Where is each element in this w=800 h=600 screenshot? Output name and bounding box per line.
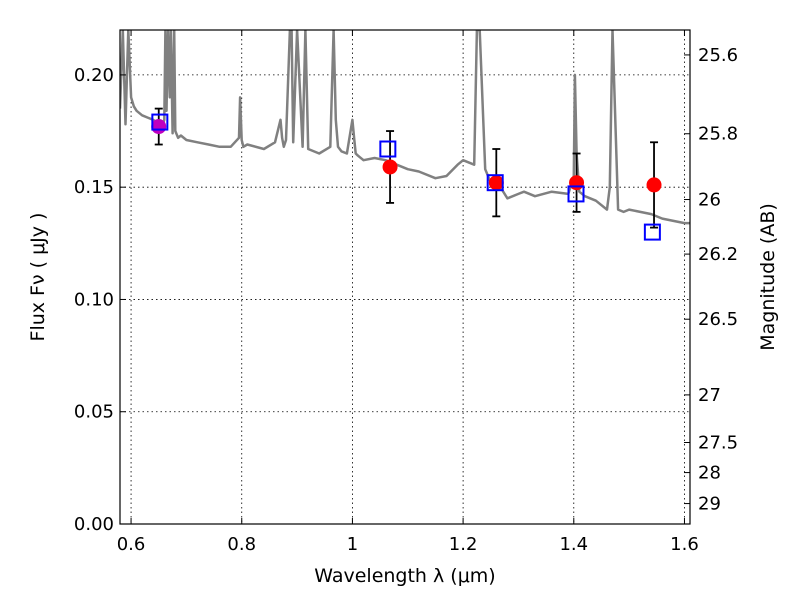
spectrum-line bbox=[120, 30, 690, 225]
x-axis-label: Wavelength λ (μm) bbox=[314, 565, 495, 587]
y2-tick-label: 27 bbox=[698, 385, 721, 406]
y-axis: 0.00 0.05 0.10 0.15 0.20 bbox=[74, 65, 126, 535]
spectrum-layer bbox=[120, 30, 690, 225]
y2-tick-label: 25.8 bbox=[698, 124, 738, 145]
x-tick-label: 1 bbox=[347, 534, 358, 555]
y-axis-label: Flux Fν ( μJy ) bbox=[27, 213, 49, 342]
y2-axis: 25.6 25.8 26 26.2 26.5 27 27.5 28 29 bbox=[684, 45, 738, 515]
y2-tick-label: 28 bbox=[698, 463, 721, 484]
y-tick-label: 0.05 bbox=[74, 402, 114, 423]
x-tick-label: 0.6 bbox=[117, 534, 146, 555]
y2-tick-label: 26.2 bbox=[698, 244, 738, 265]
x-tick-label: 0.8 bbox=[227, 534, 256, 555]
y2-tick-label: 27.5 bbox=[698, 432, 738, 453]
model-square bbox=[643, 223, 661, 241]
model-square bbox=[567, 185, 585, 203]
y-tick-label: 0.10 bbox=[74, 289, 114, 310]
observed-point bbox=[151, 119, 167, 135]
y-tick-label: 0.15 bbox=[74, 177, 114, 198]
observed-point bbox=[488, 175, 504, 191]
observed-point bbox=[382, 159, 398, 175]
x-tick-label: 1.4 bbox=[559, 534, 588, 555]
observed-point bbox=[646, 177, 662, 193]
y2-tick-label: 25.6 bbox=[698, 45, 738, 66]
y2-axis-label: Magnitude (AB) bbox=[757, 203, 779, 351]
model-square bbox=[151, 113, 169, 131]
y-tick-label: 0.20 bbox=[74, 65, 114, 86]
x-tick-label: 1.6 bbox=[670, 534, 699, 555]
y-tick-label: 0.00 bbox=[74, 514, 114, 535]
y2-tick-label: 26 bbox=[698, 190, 721, 211]
y2-tick-label: 29 bbox=[698, 494, 721, 515]
observed-point bbox=[569, 175, 585, 191]
grid bbox=[120, 30, 690, 525]
model-square bbox=[379, 140, 397, 158]
x-axis: 0.6 0.8 1 1.2 1.4 1.6 bbox=[117, 30, 699, 555]
model-square bbox=[486, 174, 504, 192]
y2-tick-label: 26.5 bbox=[698, 309, 738, 330]
marker-layer bbox=[151, 113, 662, 241]
x-tick-label: 1.2 bbox=[449, 534, 478, 555]
plot-frame bbox=[119, 29, 691, 525]
